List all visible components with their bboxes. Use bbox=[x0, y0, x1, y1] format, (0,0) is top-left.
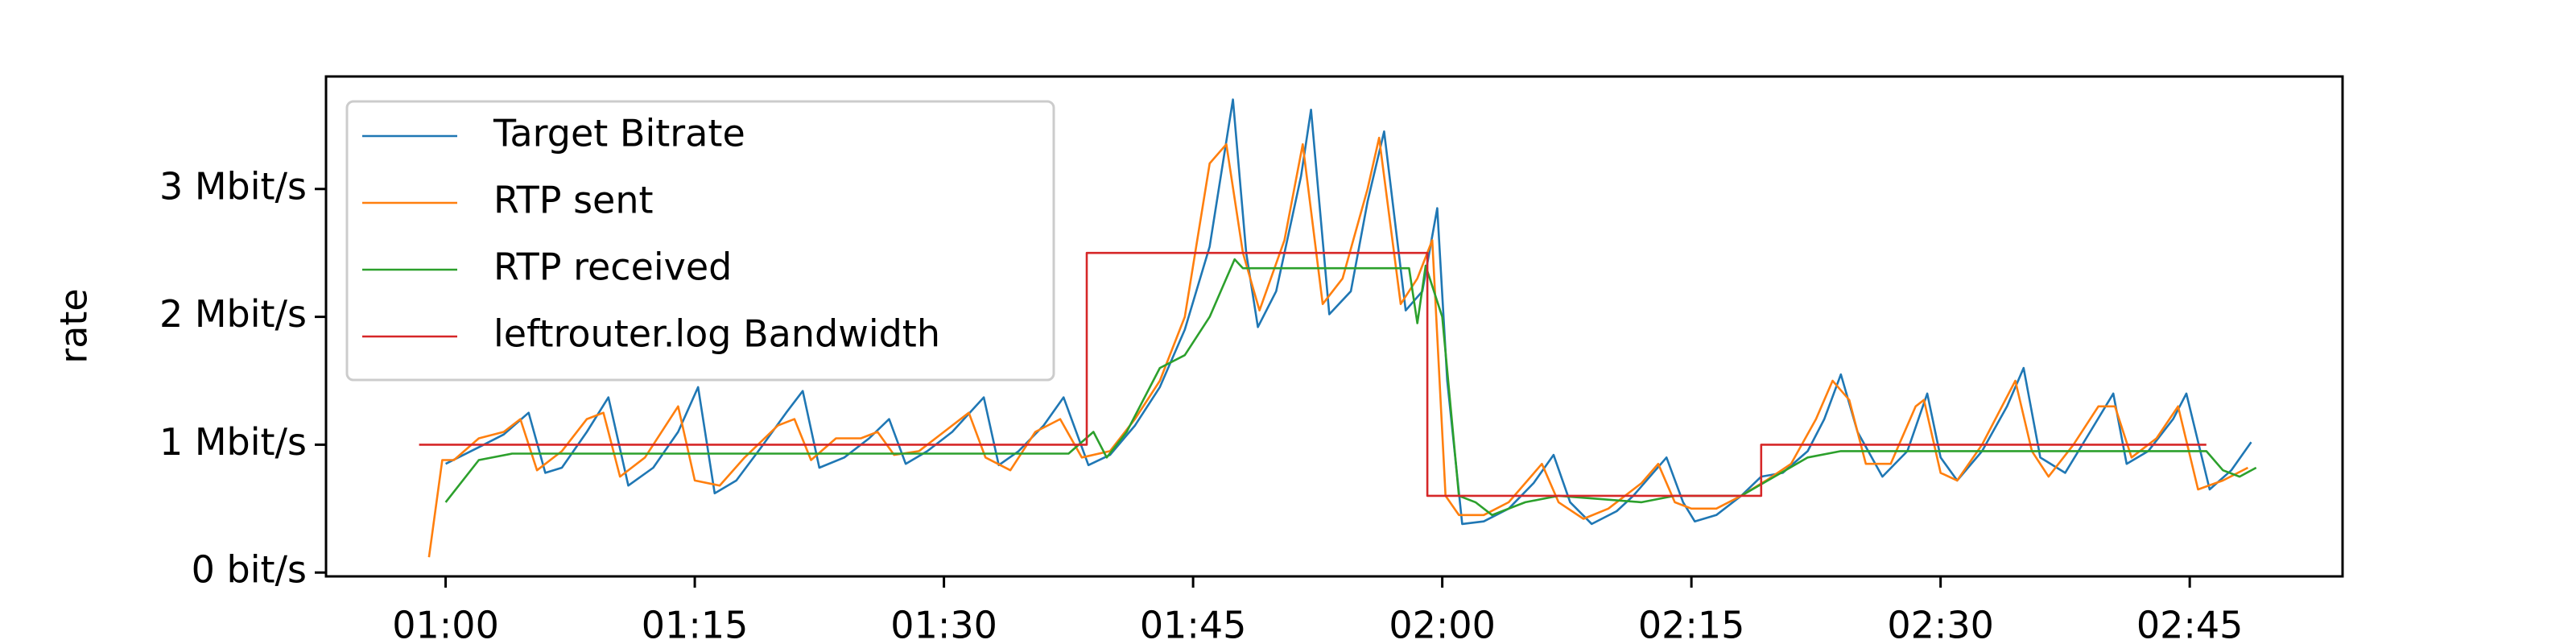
legend-label: Target Bitrate bbox=[493, 112, 745, 155]
plot-frame bbox=[324, 75, 2344, 578]
legend-label: leftrouter.log Bandwidth bbox=[493, 312, 940, 356]
series-line bbox=[427, 136, 2248, 558]
legend-label: RTP sent bbox=[493, 179, 654, 222]
y-axis-label: rate bbox=[52, 288, 96, 363]
x-tick-label: 02:30 bbox=[1887, 604, 1994, 644]
plot-area bbox=[419, 98, 2257, 558]
x-tick-label: 02:45 bbox=[2136, 604, 2244, 644]
x-tick-label: 01:45 bbox=[1140, 604, 1247, 644]
x-tick-label: 01:00 bbox=[392, 604, 499, 644]
x-tick-label: 01:30 bbox=[890, 604, 997, 644]
legend-label: RTP received bbox=[493, 246, 732, 289]
legend-box bbox=[345, 100, 1055, 382]
y-tick-label: 0 bit/s bbox=[192, 548, 307, 592]
y-tick-label: 2 Mbit/s bbox=[159, 292, 307, 336]
y-tick-label: 1 Mbit/s bbox=[159, 420, 307, 464]
x-tick-label: 02:00 bbox=[1389, 604, 1496, 644]
x-tick-label: 02:15 bbox=[1638, 604, 1745, 644]
series-line bbox=[419, 251, 2207, 497]
x-tick-label: 01:15 bbox=[642, 604, 749, 644]
series-line bbox=[444, 258, 2257, 517]
y-tick-label: 3 Mbit/s bbox=[159, 164, 307, 208]
